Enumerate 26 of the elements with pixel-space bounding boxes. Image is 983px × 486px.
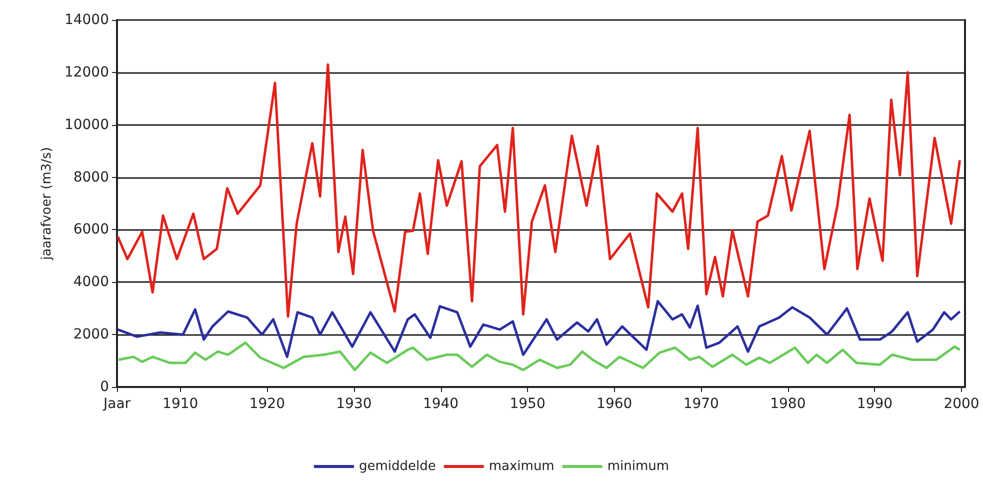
x-tick-label: 1980 bbox=[770, 396, 806, 412]
y-tick-label: 0 bbox=[100, 379, 109, 395]
y-axis-title: jaarafvoer (m3/s) bbox=[40, 147, 55, 261]
x-tick-label: 1950 bbox=[510, 396, 546, 412]
y-tick-label: 4000 bbox=[73, 274, 109, 290]
line-series bbox=[117, 341, 962, 372]
y-tick-label: 12000 bbox=[64, 64, 109, 80]
x-tick-label: 1910 bbox=[162, 396, 198, 412]
x-tick-label: 1930 bbox=[336, 396, 372, 412]
x-tick-label: 1940 bbox=[422, 396, 459, 412]
x-tick-label: Jaar bbox=[102, 396, 131, 412]
x-tick-label: 2000 bbox=[944, 396, 980, 412]
y-tick-label: 14000 bbox=[64, 12, 109, 28]
legend-label: minimum bbox=[607, 459, 670, 474]
x-tick-label: 1960 bbox=[596, 396, 632, 412]
y-tick-label: 10000 bbox=[64, 116, 109, 133]
x-tick-label: 1920 bbox=[249, 396, 285, 412]
legend-label: gemiddelde bbox=[358, 459, 436, 474]
x-tick-label: 1970 bbox=[683, 396, 719, 412]
x-tick-label: 1990 bbox=[856, 396, 893, 412]
line-series bbox=[116, 300, 962, 358]
y-tick-label: 2000 bbox=[73, 326, 109, 343]
y-tick-label: 8000 bbox=[73, 169, 109, 186]
y-tick-label: 6000 bbox=[73, 222, 109, 238]
legend-label: maximum bbox=[488, 459, 554, 474]
line-series bbox=[116, 63, 962, 318]
